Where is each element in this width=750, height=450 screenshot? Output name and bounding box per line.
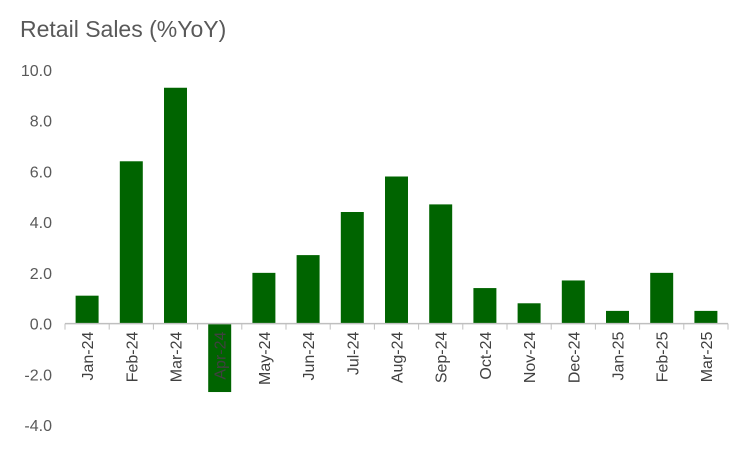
y-tick-label: 0.0: [30, 317, 52, 334]
x-tick-label: Mar-24: [169, 331, 186, 382]
y-tick-label: 10.0: [21, 63, 52, 80]
chart-title: Retail Sales (%YoY): [20, 16, 227, 42]
x-tick-label: Sep-24: [434, 331, 451, 383]
bar-jun-24: [296, 255, 320, 324]
x-tick-label: Dec-24: [566, 331, 583, 383]
x-tick-label: Apr-24: [213, 331, 230, 379]
bar-dec-24: [561, 280, 585, 324]
y-axis: -4.0 -2.0 0.0 2.0 4.0 6.0 8.0 10.0: [21, 63, 52, 435]
bar-feb-24: [119, 161, 143, 324]
bar-apr-24: [208, 323, 232, 393]
x-tick-label: Nov-24: [522, 331, 539, 383]
bar-aug-24: [385, 176, 408, 324]
bar-jan-25: [606, 310, 629, 324]
bar-jul-24: [340, 212, 364, 324]
bar-may-24: [252, 272, 276, 324]
x-tick-label: Oct-24: [478, 331, 495, 379]
bar-nov-24: [517, 303, 541, 324]
y-tick-label: 4.0: [30, 215, 52, 232]
y-tick-label: 8.0: [30, 114, 52, 131]
x-axis: Jan-24 Feb-24 Mar-24 Apr-24 May-24 Jun-24 Jul-…: [64, 322, 729, 385]
x-tick-label: Mar-25: [699, 331, 716, 382]
x-tick-label: Feb-25: [655, 331, 672, 382]
bars: [75, 87, 718, 393]
y-tick-label: -2.0: [24, 367, 52, 384]
x-tick-label: Jan-24: [80, 331, 97, 380]
x-tick-label: Jan-25: [611, 331, 628, 380]
x-tick-label: Feb-24: [124, 331, 141, 382]
y-tick-label: 2.0: [30, 266, 52, 283]
bar-jan-24: [75, 295, 99, 324]
x-tick-label: Jun-24: [301, 331, 318, 380]
bar-mar-24: [164, 87, 187, 324]
bar-oct-24: [473, 288, 497, 324]
x-tick-label: May-24: [257, 331, 274, 384]
x-tick-label: Aug-24: [390, 331, 407, 383]
bar-sep-24: [429, 204, 453, 324]
bar-feb-25: [650, 272, 674, 324]
y-tick-label: -4.0: [24, 418, 52, 435]
bar-mar-25: [694, 310, 718, 324]
x-tick-label: Jul-24: [345, 331, 362, 375]
y-tick-label: 6.0: [30, 164, 52, 181]
